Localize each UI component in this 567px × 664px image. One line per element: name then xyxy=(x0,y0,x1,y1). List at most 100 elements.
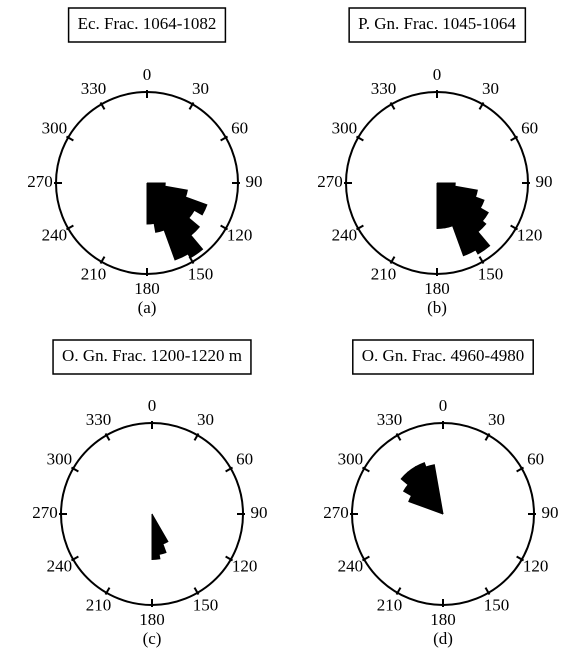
petal xyxy=(436,182,477,257)
angle-label: 0 xyxy=(143,65,152,84)
angle-label: 90 xyxy=(251,503,268,522)
tick-mark xyxy=(395,432,402,441)
panel-title: Ec. Frac. 1064-1082 xyxy=(78,14,217,33)
panel-caption: (b) xyxy=(427,298,447,317)
tick-mark xyxy=(70,466,79,473)
title-box xyxy=(52,339,252,375)
angle-label: 60 xyxy=(527,449,544,468)
tick-mark xyxy=(389,256,396,265)
angle-label: 30 xyxy=(482,79,499,98)
panel-caption: (d) xyxy=(433,629,453,648)
angle-label: 90 xyxy=(542,503,559,522)
petal xyxy=(151,513,161,561)
angle-label: 330 xyxy=(371,79,397,98)
panel-title: O. Gn. Frac. 1200-1220 m xyxy=(62,346,242,365)
tick-mark xyxy=(478,256,485,265)
angle-label: 30 xyxy=(192,79,209,98)
angle-label: 240 xyxy=(332,225,358,244)
angle-label: 180 xyxy=(430,610,456,629)
angle-label: 90 xyxy=(246,172,263,191)
petal xyxy=(415,462,444,515)
angle-label: 150 xyxy=(484,596,510,615)
tick-mark xyxy=(516,466,525,473)
angle-label: 240 xyxy=(47,556,73,575)
angle-label: 150 xyxy=(188,265,214,284)
tick-mark xyxy=(65,135,74,142)
angle-label: 330 xyxy=(81,79,107,98)
angle-label: 30 xyxy=(197,410,214,429)
angle-label: 30 xyxy=(488,410,505,429)
angle-label: 270 xyxy=(317,172,343,191)
title-box xyxy=(352,339,534,375)
tick-mark xyxy=(361,466,370,473)
tick-mark xyxy=(193,587,200,596)
angle-label: 60 xyxy=(521,118,538,137)
angle-label: 120 xyxy=(517,225,543,244)
angle-label: 120 xyxy=(523,556,549,575)
tick-mark xyxy=(193,432,200,441)
tick-mark xyxy=(104,432,111,441)
angle-label: 210 xyxy=(377,596,403,615)
tick-mark xyxy=(516,555,525,562)
petal xyxy=(436,182,491,255)
tick-mark xyxy=(510,135,519,142)
angle-label: 60 xyxy=(236,449,253,468)
tick-mark xyxy=(355,135,364,142)
tick-mark xyxy=(361,555,370,562)
tick-mark xyxy=(395,587,402,596)
petal xyxy=(146,182,204,259)
tick-mark xyxy=(188,101,195,110)
angle-label: 120 xyxy=(227,225,253,244)
tick-mark xyxy=(220,135,229,142)
angle-label: 300 xyxy=(47,449,73,468)
title-box xyxy=(348,7,527,43)
angle-label: 0 xyxy=(439,396,448,415)
tick-mark xyxy=(70,555,79,562)
tick-mark xyxy=(478,101,485,110)
angle-label: 300 xyxy=(42,118,68,137)
angle-label: 210 xyxy=(86,596,112,615)
petal xyxy=(146,182,155,225)
panel-title: P. Gn. Frac. 1045-1064 xyxy=(358,14,516,33)
panel-caption: (a) xyxy=(138,298,157,317)
petal xyxy=(146,182,165,233)
angle-label: 150 xyxy=(193,596,219,615)
title-box xyxy=(67,7,227,43)
angle-label: 240 xyxy=(338,556,364,575)
angle-label: 0 xyxy=(148,396,157,415)
angle-label: 240 xyxy=(42,225,68,244)
tick-mark xyxy=(104,587,111,596)
angle-label: 300 xyxy=(332,118,358,137)
panel-title: O. Gn. Frac. 4960-4980 xyxy=(362,346,524,365)
tick-mark xyxy=(99,256,106,265)
tick-mark xyxy=(484,587,491,596)
angle-label: 330 xyxy=(86,410,112,429)
angle-label: 180 xyxy=(139,610,165,629)
tick-mark xyxy=(389,101,396,110)
angle-label: 180 xyxy=(134,279,160,298)
angle-label: 150 xyxy=(478,265,504,284)
angle-label: 330 xyxy=(377,410,403,429)
angle-label: 270 xyxy=(32,503,58,522)
angle-label: 270 xyxy=(27,172,53,191)
petal xyxy=(425,464,444,515)
tick-mark xyxy=(484,432,491,441)
petal xyxy=(436,182,446,230)
angle-label: 0 xyxy=(433,65,442,84)
tick-mark xyxy=(510,224,519,231)
angle-label: 270 xyxy=(323,503,349,522)
angle-label: 90 xyxy=(536,172,553,191)
angle-label: 60 xyxy=(231,118,248,137)
angle-label: 300 xyxy=(338,449,364,468)
tick-mark xyxy=(225,555,234,562)
tick-mark xyxy=(225,466,234,473)
panel-caption: (c) xyxy=(143,629,162,648)
tick-mark xyxy=(65,224,74,231)
petal xyxy=(146,182,189,261)
angle-label: 210 xyxy=(371,265,397,284)
angle-label: 210 xyxy=(81,265,107,284)
petal xyxy=(146,182,208,216)
tick-mark xyxy=(355,224,364,231)
angle-label: 180 xyxy=(424,279,450,298)
